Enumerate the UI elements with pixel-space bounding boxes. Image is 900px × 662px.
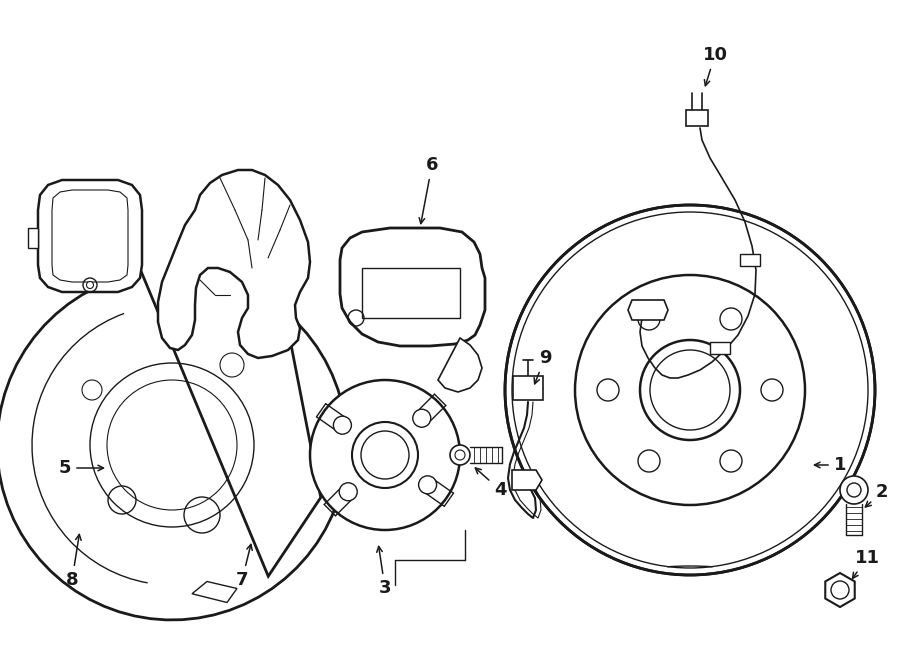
Text: 11: 11: [852, 549, 879, 579]
Text: 5: 5: [58, 459, 104, 477]
Text: 10: 10: [703, 46, 727, 85]
Text: 1: 1: [814, 456, 846, 474]
Text: 6: 6: [419, 156, 438, 224]
Circle shape: [310, 380, 460, 530]
Circle shape: [86, 281, 94, 289]
Text: 7: 7: [236, 544, 252, 589]
Text: 3: 3: [377, 546, 392, 597]
Circle shape: [418, 476, 436, 494]
Polygon shape: [362, 268, 460, 318]
Polygon shape: [158, 170, 310, 358]
Polygon shape: [825, 573, 855, 607]
Polygon shape: [438, 338, 482, 392]
Text: 4: 4: [475, 468, 506, 499]
Circle shape: [505, 205, 875, 575]
Circle shape: [413, 409, 431, 427]
Polygon shape: [628, 300, 668, 320]
Text: 9: 9: [534, 349, 551, 384]
Circle shape: [339, 483, 357, 500]
Text: 2: 2: [865, 483, 888, 507]
Polygon shape: [340, 228, 485, 346]
Polygon shape: [192, 581, 237, 602]
Polygon shape: [513, 376, 543, 400]
Polygon shape: [710, 342, 730, 354]
Circle shape: [333, 416, 351, 434]
Polygon shape: [0, 273, 346, 620]
Polygon shape: [28, 228, 38, 248]
Text: 8: 8: [66, 534, 81, 589]
Circle shape: [840, 476, 868, 504]
Polygon shape: [686, 110, 708, 126]
Polygon shape: [38, 180, 142, 292]
Circle shape: [450, 445, 470, 465]
Polygon shape: [740, 254, 760, 266]
Polygon shape: [512, 470, 542, 490]
